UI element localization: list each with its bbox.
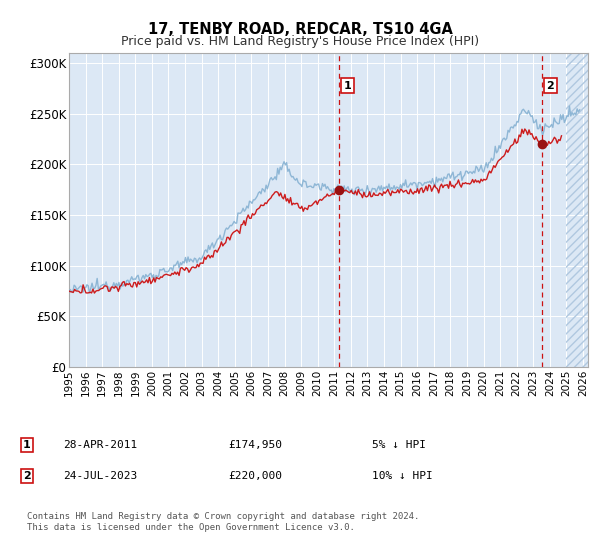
Text: 1: 1: [343, 81, 351, 91]
Text: Contains HM Land Registry data © Crown copyright and database right 2024.
This d: Contains HM Land Registry data © Crown c…: [27, 512, 419, 532]
Text: 17, TENBY ROAD, REDCAR, TS10 4GA: 17, TENBY ROAD, REDCAR, TS10 4GA: [148, 22, 452, 38]
Bar: [566, 53, 588, 367]
Text: 5% ↓ HPI: 5% ↓ HPI: [372, 440, 426, 450]
Text: 10% ↓ HPI: 10% ↓ HPI: [372, 471, 433, 481]
Text: 1: 1: [23, 440, 31, 450]
Text: 2: 2: [23, 471, 31, 481]
Text: 24-JUL-2023: 24-JUL-2023: [63, 471, 137, 481]
Text: £220,000: £220,000: [228, 471, 282, 481]
Text: £174,950: £174,950: [228, 440, 282, 450]
Text: Price paid vs. HM Land Registry's House Price Index (HPI): Price paid vs. HM Land Registry's House …: [121, 35, 479, 48]
Text: 28-APR-2011: 28-APR-2011: [63, 440, 137, 450]
Text: 2: 2: [547, 81, 554, 91]
Bar: [566, 53, 588, 367]
